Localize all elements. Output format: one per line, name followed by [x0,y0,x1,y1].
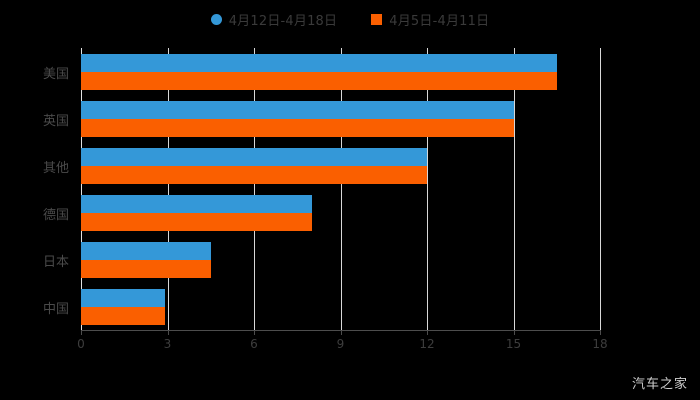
chart-legend: 4月12日-4月18日 4月5日-4月11日 [0,8,700,30]
bar[interactable] [81,118,514,137]
legend-label-series-2: 4月5日-4月11日 [389,13,490,29]
bar[interactable] [81,53,557,72]
legend-label-series-1: 4月12日-4月18日 [228,13,338,29]
x-tick-15 [513,330,515,335]
bar-group [81,241,600,278]
bar[interactable] [81,71,557,90]
bar-group [81,100,600,137]
x-tick-label-12: 12 [419,337,435,351]
bar-group [81,53,600,90]
y-axis-label-0: 美国 [42,66,69,82]
gridline-x-15 [513,48,515,330]
bar[interactable] [81,100,514,119]
x-tick-6 [254,330,255,335]
bar[interactable] [81,241,211,260]
gridline-x-0 [81,48,82,330]
y-axis-label-2: 其他 [42,160,69,176]
bar[interactable] [81,306,165,325]
y-axis-label-4: 日本 [42,254,69,270]
x-tick-label-18: 18 [592,337,608,351]
watermark: 汽车之家 [631,377,688,392]
bar-group [81,288,600,325]
x-tick-3 [167,330,169,335]
x-tick-18 [600,330,601,335]
bar-group [81,147,600,184]
x-tick-label-3: 3 [163,337,172,351]
x-tick-12 [427,330,428,335]
legend-marker-square-icon [371,13,383,25]
bar[interactable] [81,212,312,231]
bar[interactable] [81,147,427,166]
bar-group [81,194,600,231]
x-tick-9 [340,330,342,335]
legend-marker-circle-icon [210,13,222,25]
bar[interactable] [81,288,165,307]
gridline-x-18 [600,48,601,330]
gridline-x-12 [427,48,428,330]
gridline-x-9 [340,48,342,330]
bar[interactable] [81,259,211,278]
gridline-x-6 [254,48,255,330]
chart-plot-area [81,48,601,330]
legend-entry-series-1[interactable]: 4月12日-4月18日 [210,10,338,29]
legend-entry-series-2[interactable]: 4月5日-4月11日 [371,10,489,29]
x-tick-label-9: 9 [336,337,345,351]
bar[interactable] [81,194,312,213]
x-tick-label-15: 15 [505,337,522,351]
y-axis-label-1: 英国 [42,113,69,129]
y-axis-label-3: 德国 [42,207,69,223]
x-tick-label-6: 6 [250,337,258,351]
x-tick-label-0: 0 [77,337,85,351]
gridline-x-3 [167,48,169,330]
x-tick-0 [81,330,82,335]
bar[interactable] [81,165,427,184]
y-axis-label-5: 中国 [42,301,69,317]
